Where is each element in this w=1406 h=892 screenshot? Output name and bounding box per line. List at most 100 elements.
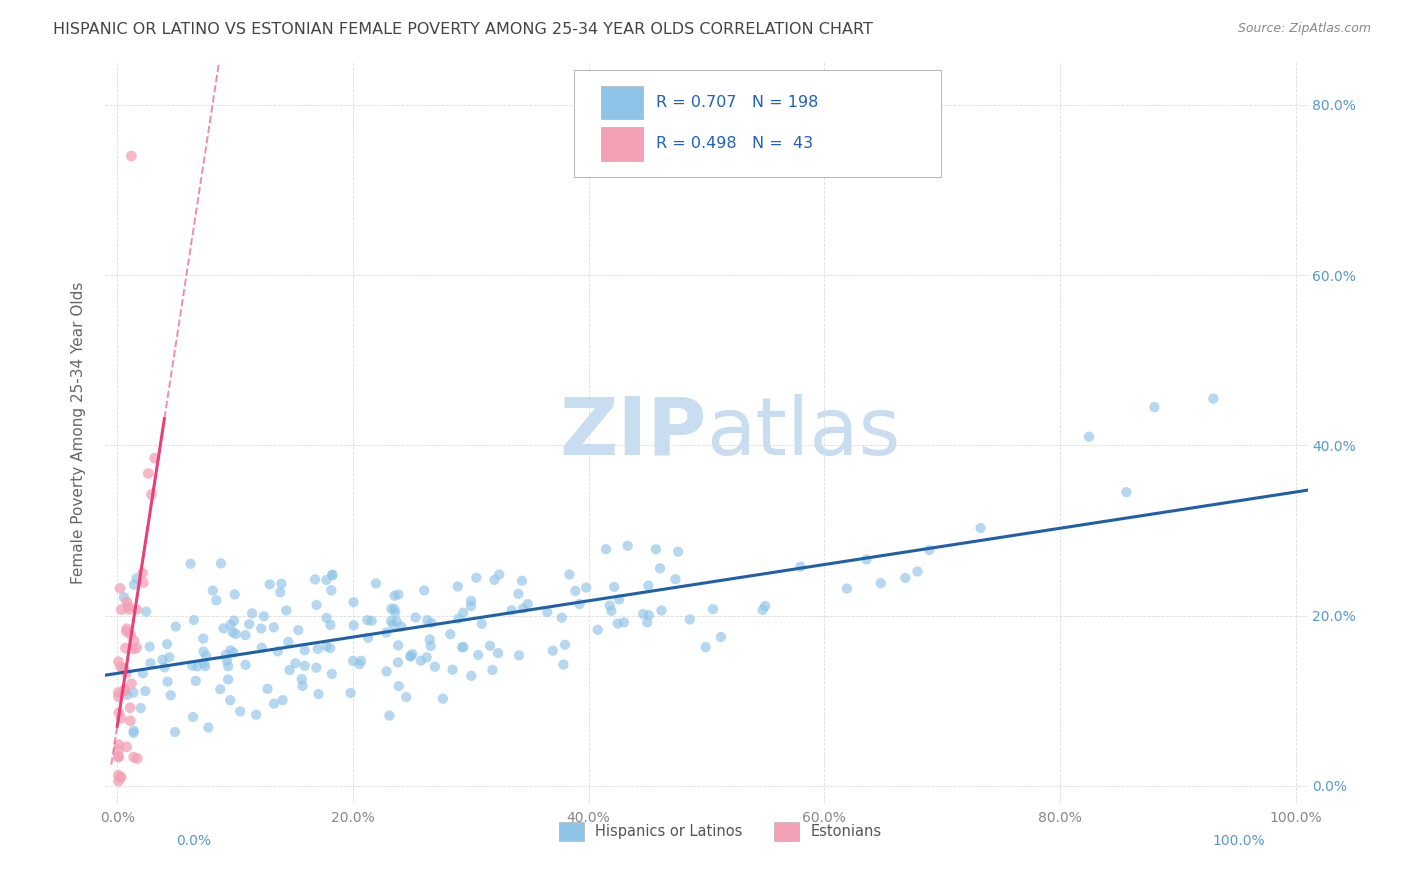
Point xyxy=(235,628,257,642)
Point xyxy=(108,582,131,596)
Point xyxy=(294,658,316,673)
Point xyxy=(307,641,329,656)
Point xyxy=(1202,392,1225,406)
Point xyxy=(399,649,422,664)
Point xyxy=(114,684,136,698)
FancyBboxPatch shape xyxy=(600,86,643,119)
Point xyxy=(215,648,238,662)
Point xyxy=(117,599,139,613)
Point xyxy=(651,603,673,617)
Point xyxy=(129,701,152,715)
Point xyxy=(209,682,232,697)
Text: Estonians: Estonians xyxy=(810,824,882,838)
Point xyxy=(197,721,219,735)
Point xyxy=(401,647,423,661)
Point xyxy=(451,640,474,655)
Point xyxy=(127,751,149,765)
Point xyxy=(107,749,129,764)
Point xyxy=(222,614,245,628)
Point xyxy=(894,571,917,585)
Point xyxy=(789,559,811,574)
Point xyxy=(855,552,877,566)
Point xyxy=(107,685,129,699)
Point xyxy=(181,658,204,673)
Point xyxy=(110,660,132,674)
Point xyxy=(253,609,276,624)
Point xyxy=(263,620,285,634)
Point xyxy=(194,659,217,673)
Point xyxy=(478,639,501,653)
Point xyxy=(193,645,215,659)
Point xyxy=(460,599,482,613)
Point xyxy=(382,602,405,616)
Point xyxy=(125,571,148,585)
Point xyxy=(364,576,387,591)
Point xyxy=(599,599,621,613)
Point xyxy=(637,579,659,593)
Point xyxy=(395,690,418,704)
Point xyxy=(516,597,538,611)
Point xyxy=(107,690,129,704)
Point xyxy=(263,697,285,711)
Point xyxy=(869,576,891,591)
Point xyxy=(305,598,328,612)
Text: HISPANIC OR LATINO VS ESTONIAN FEMALE POVERTY AMONG 25-34 YEAR OLDS CORRELATION : HISPANIC OR LATINO VS ESTONIAN FEMALE PO… xyxy=(53,22,873,37)
Point xyxy=(360,614,382,628)
Point xyxy=(287,623,309,637)
Point xyxy=(153,660,176,674)
Text: 0.0%: 0.0% xyxy=(176,834,211,848)
Point xyxy=(138,640,160,654)
Point xyxy=(222,646,245,660)
Point xyxy=(195,648,218,663)
Point xyxy=(186,659,208,673)
Point xyxy=(315,640,337,654)
Point xyxy=(245,707,267,722)
Point xyxy=(575,581,598,595)
Point xyxy=(122,642,145,657)
Text: Source: ZipAtlas.com: Source: ZipAtlas.com xyxy=(1237,22,1371,36)
Point xyxy=(114,641,136,656)
Point xyxy=(453,640,475,654)
Point xyxy=(409,654,432,668)
Point xyxy=(181,710,204,724)
Point xyxy=(159,688,181,702)
Point xyxy=(136,467,159,481)
Point xyxy=(460,669,482,683)
Point xyxy=(235,657,257,672)
Point xyxy=(419,639,441,653)
Point xyxy=(343,618,366,632)
Point xyxy=(115,595,138,609)
Point xyxy=(969,521,991,535)
Point xyxy=(481,663,503,677)
Point xyxy=(613,615,636,630)
Point xyxy=(115,666,138,681)
Y-axis label: Female Poverty Among 25-34 Year Olds: Female Poverty Among 25-34 Year Olds xyxy=(72,282,86,583)
Point xyxy=(380,614,402,628)
Point xyxy=(152,653,174,667)
Point xyxy=(387,639,409,653)
Point xyxy=(415,650,437,665)
Point xyxy=(250,622,273,636)
Point xyxy=(122,750,145,764)
Point xyxy=(308,687,330,701)
Point xyxy=(551,611,574,625)
Point xyxy=(305,661,328,675)
Point xyxy=(270,576,292,591)
Point xyxy=(1115,485,1137,500)
Point xyxy=(710,630,733,644)
Text: R = 0.498   N =  43: R = 0.498 N = 43 xyxy=(657,136,813,152)
Point xyxy=(183,613,205,627)
Point xyxy=(1143,400,1166,414)
Point xyxy=(319,618,342,632)
Point xyxy=(321,583,343,598)
Point xyxy=(595,542,617,557)
Point xyxy=(294,643,316,657)
Point xyxy=(238,617,260,632)
Point xyxy=(121,676,143,690)
Point xyxy=(471,616,494,631)
Text: Hispanics or Latinos: Hispanics or Latinos xyxy=(596,824,742,838)
Point xyxy=(163,725,186,739)
Point xyxy=(512,601,534,615)
Point xyxy=(384,589,406,603)
Point xyxy=(284,657,307,671)
